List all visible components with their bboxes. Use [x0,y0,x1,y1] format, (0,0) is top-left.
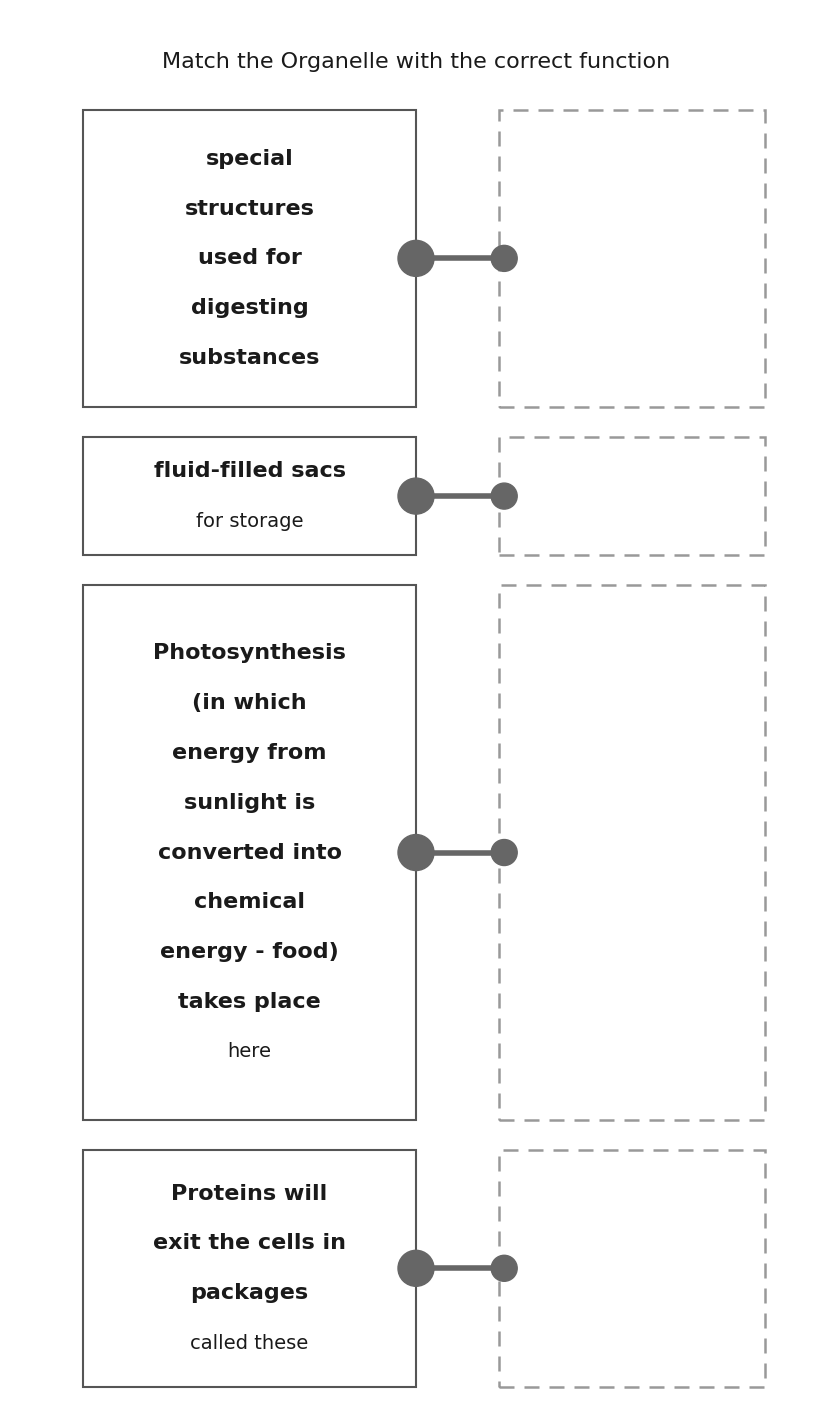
Circle shape [398,1250,434,1286]
Bar [83,1149,416,1387]
Text: digesting: digesting [191,298,309,318]
Text: energy from: energy from [172,743,327,762]
Text: Proteins will: Proteins will [171,1183,328,1203]
Text: substances: substances [179,349,320,369]
Text: here: here [228,1042,271,1062]
Circle shape [491,840,518,866]
Circle shape [398,834,434,871]
Text: converted into: converted into [157,843,342,863]
Bar [499,1149,765,1387]
Text: takes place: takes place [178,993,321,1012]
Circle shape [491,483,518,510]
Text: for storage: for storage [196,511,304,531]
Text: (in which: (in which [192,693,307,713]
Text: sunlight is: sunlight is [184,792,315,813]
Bar [499,586,765,1120]
Bar [83,586,416,1120]
Circle shape [398,240,434,277]
Text: Photosynthesis: Photosynthesis [153,642,346,664]
Text: chemical: chemical [194,892,305,912]
Circle shape [398,479,434,514]
Text: called these: called these [191,1333,309,1353]
Text: used for: used for [198,249,301,268]
Bar [499,110,765,407]
Text: energy - food): energy - food) [161,942,339,962]
Text: fluid-filled sacs: fluid-filled sacs [154,462,345,481]
Text: Match the Organelle with the correct function: Match the Organelle with the correct fun… [162,52,670,72]
Circle shape [491,246,518,271]
Text: packages: packages [191,1284,309,1303]
Bar [499,436,765,555]
Text: structures: structures [185,199,314,219]
Bar [83,436,416,555]
Text: special: special [206,148,294,168]
Circle shape [491,1255,518,1281]
Text: exit the cells in: exit the cells in [153,1233,346,1254]
Bar [83,110,416,407]
